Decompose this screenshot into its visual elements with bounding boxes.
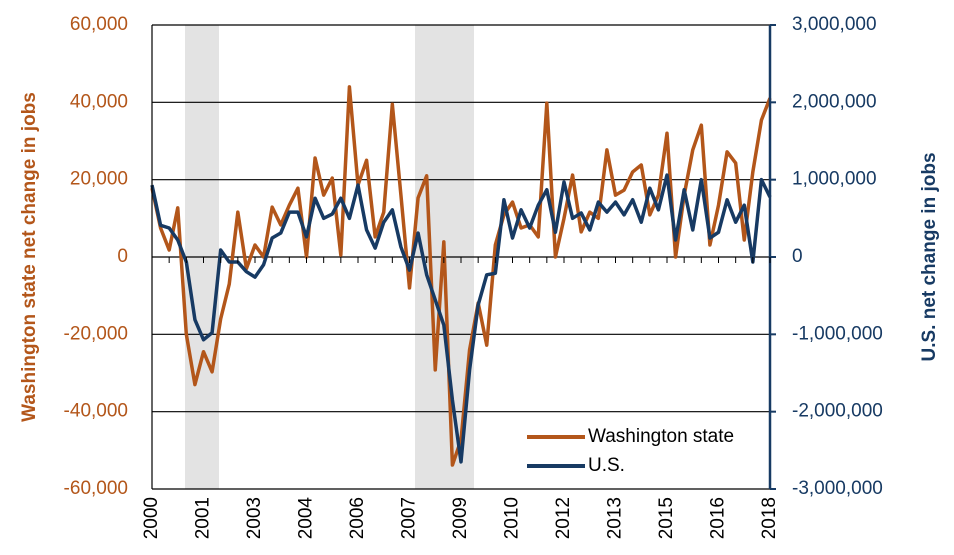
x-tick-label: 2007	[399, 497, 420, 539]
x-tick-label: 2018	[759, 497, 780, 539]
y2-tick-label: 3,000,000	[792, 14, 877, 35]
x-tick-label: 2016	[708, 497, 729, 539]
x-tick-label: 2009	[450, 497, 471, 539]
y-tick-label: -40,000	[64, 401, 128, 422]
y2-tick-label: -1,000,000	[792, 323, 883, 344]
y2-tick-label: 0	[792, 246, 803, 267]
x-tick-label: 2010	[502, 497, 523, 539]
x-tick-label: 2004	[296, 497, 317, 540]
x-tick-label: 2003	[244, 497, 265, 539]
x-tick-label: 2013	[605, 497, 626, 539]
legend: Washington state U.S.	[520, 422, 760, 482]
y-tick-label: 0	[117, 246, 128, 267]
plot-lines	[150, 85, 772, 467]
y-tick-label: -20,000	[64, 323, 128, 344]
legend-label: Washington state	[588, 426, 734, 447]
x-tick-label: 2012	[553, 497, 574, 539]
x-tick-label: 2006	[347, 497, 368, 539]
y2-tick-label: 2,000,000	[792, 91, 877, 112]
x-tick-label: 2000	[141, 497, 162, 539]
y2-tick-label: -2,000,000	[792, 401, 883, 422]
legend-box	[520, 422, 760, 482]
y-tick-label: 60,000	[70, 14, 128, 35]
y-tick-label: -60,000	[64, 478, 128, 499]
series-line	[150, 85, 772, 467]
axes: -60,000 -40,000 -20,000 0 20,000 40,000 60,000…	[64, 14, 883, 539]
y2-tick-label: 1,000,000	[792, 169, 877, 190]
y-tick-label: 40,000	[70, 91, 128, 112]
y-axis-title: Washington state net change in jobs	[19, 92, 40, 422]
y-tick-label: 20,000	[70, 169, 128, 190]
y2-axis-title: U.S. net change in jobs	[919, 152, 940, 361]
y2-tick-label: -3,000,000	[792, 478, 883, 499]
legend-label: U.S.	[588, 455, 625, 476]
x-tick-label: 2001	[193, 497, 214, 539]
x-tick-label: 2015	[656, 497, 677, 539]
series-line	[150, 173, 772, 464]
